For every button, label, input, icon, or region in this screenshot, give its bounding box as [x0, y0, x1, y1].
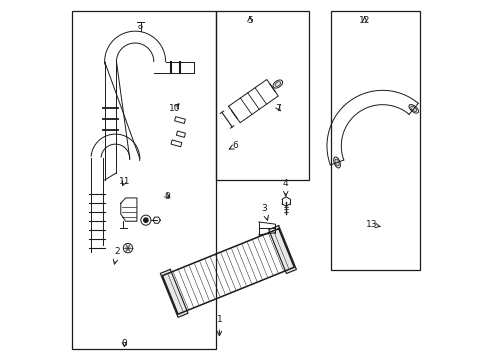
Text: 7: 7 [275, 104, 281, 113]
Circle shape [125, 246, 130, 250]
Text: 13: 13 [366, 220, 380, 229]
Bar [72, 12, 215, 348]
Text: 5: 5 [246, 16, 252, 25]
Bar [215, 12, 308, 180]
Text: 2: 2 [113, 247, 120, 264]
Polygon shape [268, 226, 296, 274]
Bar [174, 117, 185, 123]
Text: 3: 3 [261, 204, 268, 220]
Ellipse shape [334, 159, 339, 166]
Bar [330, 12, 419, 270]
Polygon shape [160, 269, 187, 317]
Text: 1: 1 [216, 315, 222, 336]
Bar [176, 131, 185, 137]
Text: 12: 12 [358, 16, 369, 25]
Text: 8: 8 [121, 339, 127, 348]
Text: 11: 11 [119, 177, 130, 186]
Text: 9: 9 [164, 192, 170, 201]
Ellipse shape [410, 106, 416, 112]
Bar [171, 140, 182, 147]
Text: 10: 10 [168, 104, 180, 113]
Text: 4: 4 [283, 179, 288, 196]
Circle shape [143, 218, 148, 222]
Ellipse shape [274, 82, 280, 86]
Text: 6: 6 [229, 141, 238, 150]
